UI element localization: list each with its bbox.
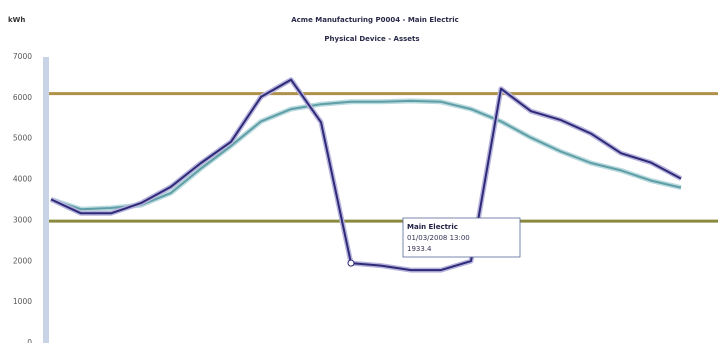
y-tick-label: 5000 bbox=[13, 134, 32, 143]
y-tick-label: 4000 bbox=[13, 175, 32, 184]
tooltip-series: Main Electric bbox=[407, 223, 458, 231]
series-line-halo bbox=[50, 98, 682, 212]
y-tick-label: 3000 bbox=[13, 215, 32, 224]
y-axis-ticks: 0 1000 2000 3000 4000 5000 6000 7000 bbox=[13, 52, 32, 343]
reference-lines bbox=[49, 92, 718, 223]
y-tick-label: 0 bbox=[27, 338, 32, 343]
series-line-halo bbox=[49, 77, 683, 273]
y-tick-label: 6000 bbox=[13, 93, 32, 102]
y-axis-unit-label: kWh bbox=[8, 16, 25, 24]
chart-title: Acme Manufacturing P0004 - Main Electric bbox=[291, 16, 459, 24]
series-lines[interactable] bbox=[49, 77, 683, 273]
series-line-secondary[interactable] bbox=[50, 99, 682, 211]
y-tick-label: 2000 bbox=[13, 256, 32, 265]
y-axis-bar bbox=[43, 57, 49, 343]
y-tick-label: 7000 bbox=[13, 52, 32, 61]
tooltip-box bbox=[402, 217, 521, 258]
tooltip-value: 1933.4 bbox=[407, 245, 432, 253]
tooltip: Main Electric 01/03/2008 13:00 1933.4 bbox=[347, 217, 521, 267]
chart-subtitle: Physical Device - Assets bbox=[324, 35, 419, 43]
tooltip-point-marker[interactable] bbox=[347, 259, 355, 267]
series-line-main-electric[interactable] bbox=[50, 78, 682, 272]
tooltip-timestamp: 01/03/2008 13:00 bbox=[407, 234, 470, 242]
y-tick-label: 1000 bbox=[13, 297, 32, 306]
